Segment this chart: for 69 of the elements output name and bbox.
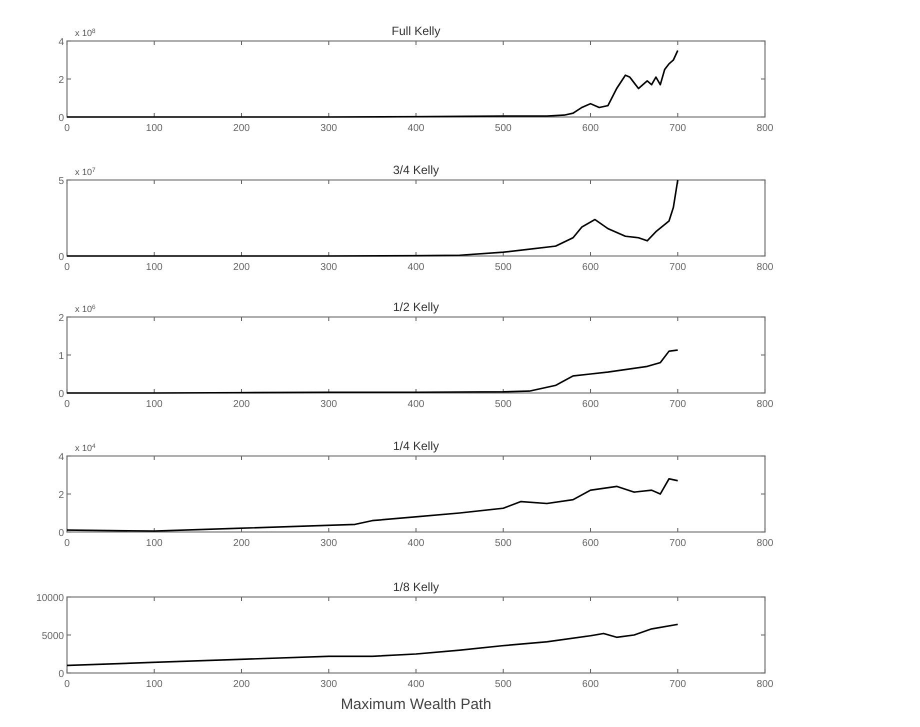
- y-tick-label: 0: [58, 389, 64, 400]
- x-tick-label: 700: [669, 538, 687, 549]
- x-tick-label: 300: [320, 123, 338, 134]
- x-tick-label: 700: [669, 399, 687, 410]
- y-tick-label: 0: [58, 669, 64, 680]
- y-tick-label: 4: [58, 452, 64, 463]
- x-tick-label: 100: [146, 399, 164, 410]
- x-tick-label: 500: [494, 399, 512, 410]
- x-tick-label: 800: [756, 679, 774, 690]
- x-tick-label: 200: [233, 399, 250, 410]
- x-tick-label: 700: [669, 679, 687, 690]
- x-tick-label: 100: [146, 123, 164, 134]
- x-tick-label: 600: [582, 123, 600, 134]
- y-tick-label: 5: [58, 176, 64, 187]
- y-tick-label: 2: [58, 313, 64, 324]
- x-tick-label: 600: [582, 399, 600, 410]
- x-tick-label: 400: [408, 679, 425, 690]
- x-tick-label: 800: [756, 538, 774, 549]
- chart-title: 1/2 Kelly: [392, 300, 440, 314]
- text: x 10$^{6}$: [75, 304, 96, 314]
- x-tick-label: 800: [756, 123, 774, 134]
- y-tick-label: 5000: [42, 631, 64, 642]
- chart-title: Full Kelly: [392, 24, 440, 38]
- y-tick-label: 0: [58, 252, 64, 263]
- line-series: [66, 349, 679, 394]
- y-tick-label: 0: [58, 528, 64, 539]
- y-tick-label: 2: [58, 490, 64, 501]
- line-series: [66, 624, 679, 666]
- chart-title: 3/4 Kelly: [392, 163, 440, 177]
- x-tick-label: 400: [408, 262, 425, 273]
- x-tick-label: 600: [582, 538, 600, 549]
- y-tick-label: 10000: [36, 593, 64, 604]
- y-tick-label: 2: [58, 75, 64, 86]
- x-tick-label: 200: [233, 538, 250, 549]
- x-tick-label: 100: [146, 538, 164, 549]
- x-tick-label: 500: [494, 262, 512, 273]
- chart-title: 1/8 Kelly: [392, 580, 440, 594]
- x-tick-label: 300: [320, 538, 338, 549]
- x-tick-label: 600: [582, 679, 600, 690]
- x-tick-label: 300: [320, 262, 338, 273]
- x-tick-label: 300: [320, 399, 338, 410]
- x-tick-label: 500: [494, 538, 512, 549]
- y-tick-label: 4: [58, 37, 64, 48]
- x-tick-label: 400: [408, 123, 425, 134]
- x-tick-label: 100: [146, 262, 164, 273]
- x-tick-label: 200: [233, 262, 250, 273]
- chart-title: 1/4 Kelly: [392, 439, 440, 453]
- x-tick-label: 500: [494, 679, 512, 690]
- x-tick-label: 800: [756, 262, 774, 273]
- text: x 10$^{8}$: [75, 28, 96, 38]
- x-tick-label: 700: [669, 262, 687, 273]
- y-tick-label: 0: [58, 113, 64, 124]
- line-series: [66, 179, 679, 257]
- x-tick-label: 700: [669, 123, 687, 134]
- y-tick-label: 1: [58, 351, 64, 362]
- x-tick-label: 100: [146, 679, 164, 690]
- x-tick-label: 400: [408, 538, 425, 549]
- x-axis-title: Maximum Wealth Path: [340, 696, 492, 713]
- x-tick-label: 200: [233, 123, 250, 134]
- x-tick-label: 800: [756, 399, 774, 410]
- x-tick-label: 400: [408, 399, 425, 410]
- line-series: [66, 50, 679, 118]
- line-series: [66, 478, 679, 532]
- text: x 10$^{4}$: [75, 442, 96, 453]
- x-tick-label: 500: [494, 123, 512, 134]
- x-tick-label: 200: [233, 679, 250, 690]
- x-tick-label: 300: [320, 679, 338, 690]
- x-tick-label: 600: [582, 262, 600, 273]
- text: x 10$^{7}$: [75, 166, 96, 177]
